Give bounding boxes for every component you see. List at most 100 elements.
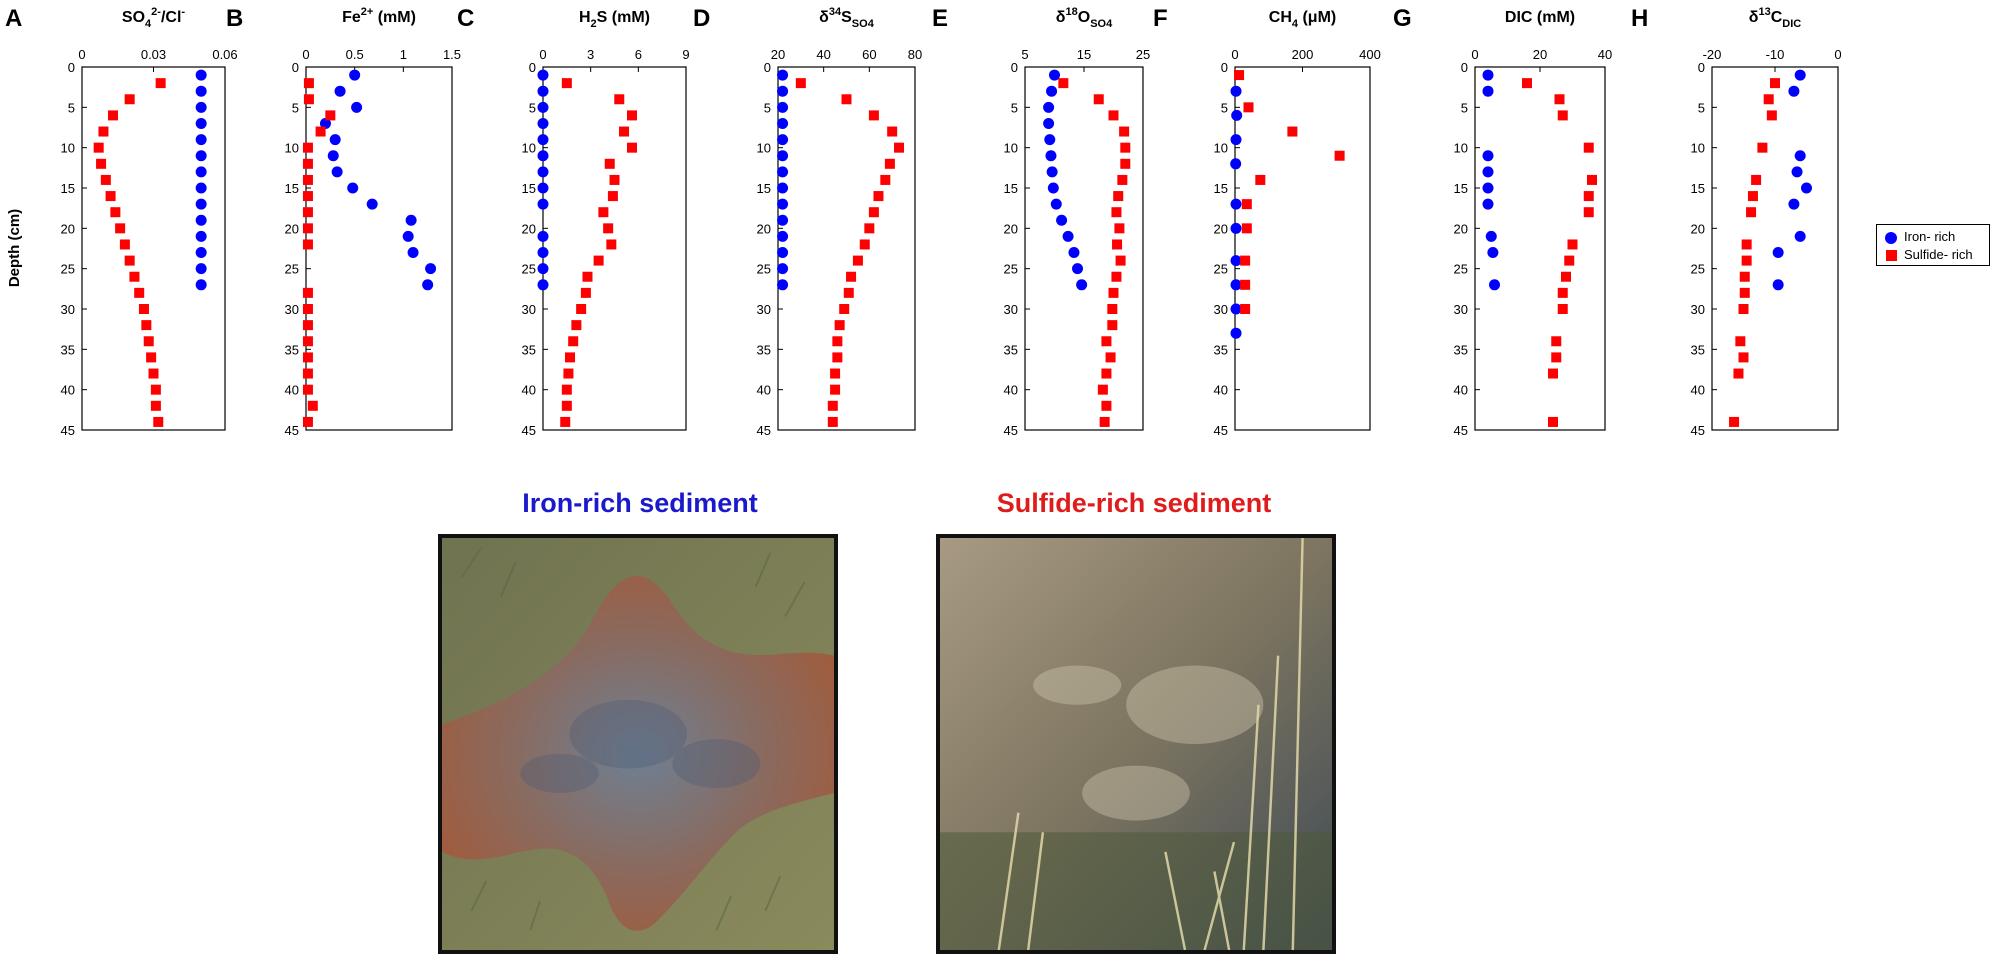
y-tick-label-H: 45 — [1691, 423, 1705, 438]
iron-rich-point — [1049, 69, 1060, 81]
sulfide-rich-point — [150, 384, 161, 395]
y-tick-label-E: 25 — [1004, 262, 1018, 277]
x-tick-label-B: 0 — [302, 47, 309, 62]
x-tick-label-F: 0 — [1231, 47, 1238, 62]
x-tick-label-F: 200 — [1292, 47, 1314, 62]
iron-rich-point — [1046, 166, 1058, 178]
y-tick-label-B: 10 — [285, 141, 299, 156]
sulfide-rich-point — [1120, 158, 1131, 169]
x-tick-label-F: 400 — [1359, 47, 1381, 62]
y-tick-label-G: 10 — [1454, 141, 1468, 156]
sulfide-rich-point — [302, 416, 313, 427]
sulfide-rich-point — [606, 239, 617, 250]
panel-letter-A: A — [5, 5, 22, 32]
y-tick-label-A: 10 — [61, 141, 75, 156]
y-tick-label-F: 45 — [1214, 423, 1228, 438]
iron-rich-point — [195, 69, 207, 81]
iron-rich-point — [777, 279, 789, 291]
iron-photo-title: Iron-rich sediment — [522, 488, 758, 518]
sulfide-rich-point — [302, 287, 313, 298]
iron-rich-point — [1482, 150, 1494, 162]
sulfide-rich-point — [607, 191, 618, 202]
sulfide-rich-point — [830, 368, 841, 379]
iron-rich-point — [777, 134, 789, 146]
iron-rich-point — [402, 230, 414, 242]
sulfide-rich-point — [105, 191, 116, 202]
iron-rich-point — [319, 117, 331, 129]
sulfide-rich-point — [582, 271, 593, 282]
iron-rich-point — [195, 214, 207, 226]
x-tick-label-E: 25 — [1136, 47, 1150, 62]
sulfide-marker-icon — [1886, 250, 1897, 262]
sulfide-rich-point — [1548, 368, 1558, 379]
sulfide-rich-point — [626, 142, 637, 153]
sulfide-rich-point — [1119, 126, 1130, 137]
sulfide-rich-point — [303, 94, 314, 105]
iron-rich-point — [1794, 230, 1806, 242]
y-tick-label-C: 0 — [529, 60, 536, 75]
sulfide-rich-point — [1058, 78, 1069, 89]
x-tick-label-B: 1.5 — [443, 47, 461, 62]
sulfide-rich-point — [1105, 352, 1116, 363]
x-tick-label-C: 6 — [635, 47, 642, 62]
iron-rich-point — [537, 69, 549, 81]
sulfide-rich-point — [129, 271, 140, 282]
iron-rich-point — [366, 198, 378, 210]
sulfide-rich-point — [576, 304, 587, 314]
x-tick-label-C: 3 — [587, 47, 594, 62]
sulfide-rich-point — [563, 368, 574, 379]
sulfide-rich-point — [614, 94, 625, 105]
y-tick-label-E: 45 — [1004, 423, 1018, 438]
sulfide-rich-point — [155, 78, 166, 89]
x-tick-label-A: 0 — [78, 47, 85, 62]
sulfide-rich-point — [1751, 174, 1762, 185]
sulfide-rich-point — [98, 126, 109, 137]
sulfide-rich-point — [1093, 94, 1104, 105]
iron-rich-point — [1794, 69, 1806, 81]
iron-rich-point — [327, 150, 339, 162]
iron-rich-point — [777, 182, 789, 194]
iron-rich-point — [537, 263, 549, 275]
x-tick-label-H: -20 — [1703, 47, 1722, 62]
y-tick-label-H: 20 — [1691, 221, 1705, 236]
y-tick-label-D: 35 — [757, 342, 771, 357]
sulfide-rich-point — [1234, 70, 1245, 81]
y-tick-label-B: 5 — [292, 100, 299, 115]
sulfide-rich-point — [143, 336, 154, 347]
sulfide-rich-point — [1097, 384, 1108, 395]
sulfide-rich-point — [100, 174, 111, 185]
iron-rich-point — [1230, 255, 1242, 267]
sulfide-rich-point — [561, 400, 572, 411]
y-tick-label-H: 5 — [1698, 100, 1705, 115]
sulfide-rich-point — [1557, 304, 1568, 314]
iron-rich-point — [1482, 182, 1494, 194]
plot-frame-E — [1024, 66, 1144, 431]
sulfide-rich-point — [1287, 126, 1298, 137]
sulfide-rich-point — [1554, 94, 1565, 105]
sulfide-rich-point — [1243, 102, 1254, 113]
sulfide-rich-point — [1113, 191, 1124, 202]
x-tick-label-C: 0 — [539, 47, 546, 62]
sulfide-rich-point — [1107, 304, 1118, 314]
iron-rich-point — [1044, 134, 1056, 146]
iron-marker-icon — [1885, 231, 1897, 244]
iron-rich-point — [1482, 166, 1494, 178]
iron-rich-point — [777, 85, 789, 97]
sulfide-rich-point — [96, 158, 107, 169]
y-tick-label-B: 45 — [285, 423, 299, 438]
iron-rich-point — [1801, 182, 1812, 194]
iron-rich-point — [1068, 247, 1080, 259]
iron-rich-point — [195, 182, 207, 194]
sulfide-rich-point — [1120, 142, 1131, 153]
y-tick-label-A: 20 — [61, 221, 75, 236]
panel-letter-E: E — [932, 5, 948, 32]
sulfide-rich-point — [1334, 150, 1345, 161]
sulfide-rich-point — [593, 255, 604, 266]
y-tick-label-F: 35 — [1214, 342, 1228, 357]
sulfide-rich-point — [843, 287, 854, 298]
iron-rich-point — [1230, 222, 1242, 234]
sulfide-rich-point — [832, 352, 843, 363]
sulfide-rich-point — [1099, 416, 1110, 427]
sulfide-rich-point — [1117, 174, 1128, 185]
